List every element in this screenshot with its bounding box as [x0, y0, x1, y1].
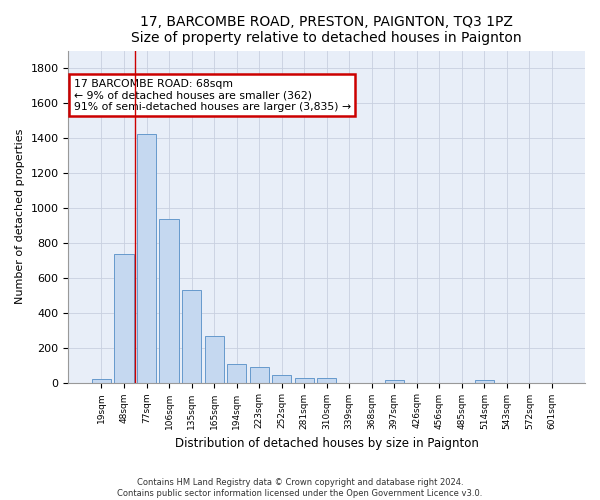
Bar: [295, 378, 314, 382]
Bar: [250, 367, 269, 382]
Bar: [385, 380, 404, 382]
Bar: [227, 364, 246, 382]
Bar: [475, 380, 494, 382]
Y-axis label: Number of detached properties: Number of detached properties: [15, 129, 25, 304]
Bar: [137, 134, 156, 382]
Bar: [205, 336, 224, 382]
Bar: [272, 374, 291, 382]
Bar: [160, 218, 179, 382]
Text: 17 BARCOMBE ROAD: 68sqm
← 9% of detached houses are smaller (362)
91% of semi-de: 17 BARCOMBE ROAD: 68sqm ← 9% of detached…: [74, 79, 350, 112]
Text: Contains HM Land Registry data © Crown copyright and database right 2024.
Contai: Contains HM Land Registry data © Crown c…: [118, 478, 482, 498]
Bar: [182, 290, 201, 382]
X-axis label: Distribution of detached houses by size in Paignton: Distribution of detached houses by size …: [175, 437, 479, 450]
Bar: [317, 378, 336, 382]
Bar: [115, 254, 134, 382]
Bar: [92, 378, 111, 382]
Title: 17, BARCOMBE ROAD, PRESTON, PAIGNTON, TQ3 1PZ
Size of property relative to detac: 17, BARCOMBE ROAD, PRESTON, PAIGNTON, TQ…: [131, 15, 522, 45]
